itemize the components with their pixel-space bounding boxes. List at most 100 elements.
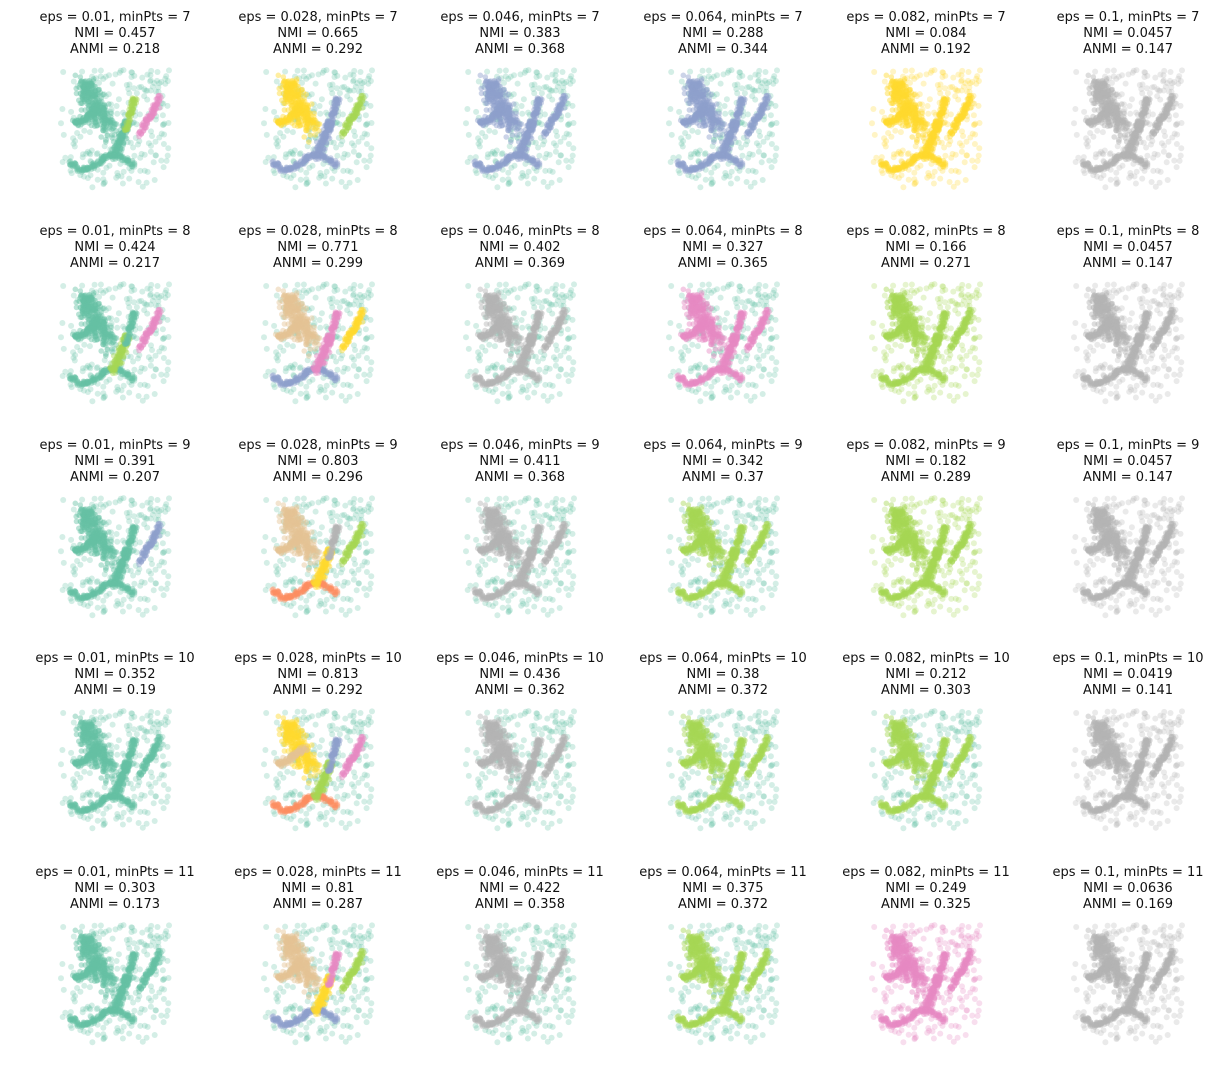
- scatter-point: [94, 150, 101, 157]
- scatter-point: [889, 167, 895, 173]
- scatter-point: [74, 168, 81, 174]
- scatter-point: [890, 93, 897, 100]
- scatter-point: [527, 156, 534, 163]
- scatter-point: [760, 88, 767, 95]
- scatter-point: [892, 81, 899, 88]
- anmi-label: ANMI = 0.218: [15, 42, 215, 58]
- scatter-point: [287, 175, 294, 181]
- scatter-point: [129, 98, 135, 105]
- scatter-point: [883, 138, 890, 145]
- scatter-point: [913, 128, 920, 135]
- scatter-point: [72, 138, 79, 145]
- scatter-point: [107, 151, 114, 157]
- scatter-point: [315, 71, 322, 78]
- scatter-point: [761, 101, 768, 108]
- scatter-point: [526, 129, 532, 136]
- scatter-point: [326, 125, 333, 132]
- scatter-point: [534, 110, 540, 116]
- scatter-point: [496, 108, 503, 114]
- scatter-point: [544, 121, 550, 128]
- scatter-point: [526, 125, 533, 131]
- scatter-point: [320, 150, 326, 157]
- scatter-point: [912, 120, 919, 127]
- scatter-point: [720, 144, 726, 150]
- scatter-point: [728, 121, 734, 128]
- scatter-point: [514, 124, 521, 131]
- scatter-point: [901, 111, 908, 118]
- scatter-point: [886, 122, 892, 129]
- scatter-point: [486, 83, 492, 90]
- scatter-point: [287, 113, 294, 120]
- scatter-point: [680, 160, 687, 167]
- scatter-point: [921, 154, 928, 160]
- scatter-point: [507, 128, 514, 135]
- scatter-point: [291, 111, 297, 117]
- scatter-point: [497, 83, 504, 90]
- scatter-point: [94, 96, 100, 102]
- scatter-point: [92, 163, 98, 169]
- scatter-point: [314, 152, 320, 158]
- scatter-point: [889, 121, 896, 127]
- scatter-point: [913, 73, 920, 80]
- scatter-point: [940, 69, 947, 76]
- scatter-point: [738, 96, 745, 102]
- scatter-point: [487, 80, 494, 87]
- scatter-point: [538, 100, 544, 106]
- scatter-point: [80, 167, 87, 174]
- scatter-point: [507, 93, 514, 100]
- scatter-point: [722, 110, 729, 117]
- scatter-point: [294, 106, 301, 113]
- scatter-point: [73, 161, 79, 167]
- scatter-point: [495, 112, 501, 119]
- scatter-point: [916, 91, 923, 98]
- scatter-point: [346, 179, 353, 186]
- scatter-point: [916, 152, 923, 158]
- scatter-point: [899, 164, 906, 171]
- scatter-point: [489, 175, 496, 181]
- scatter-point: [714, 162, 721, 169]
- scatter-point: [90, 92, 97, 99]
- scatter-point: [353, 109, 360, 115]
- scatter-point: [708, 156, 715, 162]
- scatter-point: [102, 104, 108, 110]
- scatter-point: [316, 146, 322, 153]
- scatter-point: [725, 145, 732, 151]
- scatter-point: [477, 160, 483, 166]
- scatter-point: [321, 133, 328, 140]
- scatter-point: [897, 98, 904, 104]
- scatter-point: [96, 86, 102, 93]
- scatter-point: [473, 108, 480, 115]
- scatter-point: [702, 107, 708, 114]
- scatter-point: [738, 85, 745, 92]
- scatter-point: [481, 84, 488, 91]
- scatter-point: [142, 122, 149, 129]
- scatter-point: [901, 112, 907, 119]
- scatter-point: [928, 135, 934, 141]
- scatter-point: [546, 125, 553, 131]
- scatter-point: [886, 118, 892, 124]
- scatter-point: [293, 111, 300, 117]
- scatter-point: [493, 83, 500, 90]
- scatter-point: [68, 108, 75, 115]
- scatter-point: [898, 87, 904, 94]
- scatter-point: [698, 100, 704, 106]
- scatter-point: [97, 114, 104, 121]
- scatter-point: [704, 107, 711, 114]
- scatter-point: [924, 144, 931, 151]
- scatter-point: [336, 100, 342, 106]
- scatter-point: [310, 150, 317, 156]
- scatter-point: [291, 105, 298, 112]
- scatter-point: [521, 139, 528, 145]
- scatter-point: [737, 97, 744, 103]
- scatter-point: [689, 81, 696, 88]
- scatter-point: [330, 103, 336, 110]
- scatter-point: [941, 119, 948, 126]
- scatter-point: [530, 122, 537, 129]
- scatter-point: [90, 76, 97, 82]
- scatter-point: [271, 170, 278, 177]
- scatter-point: [709, 155, 715, 162]
- scatter-point: [486, 86, 493, 92]
- scatter-point: [497, 161, 504, 167]
- scatter-point: [365, 80, 372, 87]
- scatter-point: [100, 176, 107, 183]
